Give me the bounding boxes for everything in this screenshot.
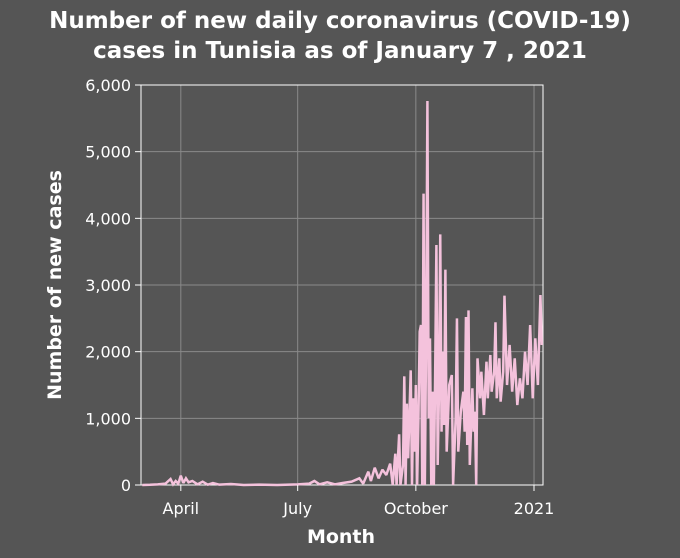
x-tick-label: 2021 [514, 499, 555, 518]
x-tick-label: July [282, 499, 312, 518]
y-tick-label: 2,000 [85, 343, 131, 362]
x-tick-label: April [163, 499, 200, 518]
series-layer [142, 100, 543, 487]
y-tick-label: 1,000 [85, 409, 131, 428]
chart-title-line-2: cases in Tunisia as of January 7 , 2021 [93, 38, 587, 64]
y-tick-label: 6,000 [85, 76, 131, 95]
y-axis-label: Number of new cases [44, 170, 66, 400]
tick-layer: 0 1,000 2,000 3,000 4,000 5,000 6,000 April July… [85, 76, 554, 518]
y-tick-label: 3,000 [85, 276, 131, 295]
series-line-daily-cases [142, 100, 543, 487]
y-tick-label: 0 [121, 476, 131, 495]
y-tick-label: 5,000 [85, 143, 131, 162]
chart-title-line-1: Number of new daily coronavirus (COVID-1… [49, 8, 631, 34]
x-axis-label: Month [307, 526, 375, 548]
y-tick-label: 4,000 [85, 209, 131, 228]
grid-layer [141, 84, 543, 486]
x-tick-label: October [384, 499, 448, 518]
